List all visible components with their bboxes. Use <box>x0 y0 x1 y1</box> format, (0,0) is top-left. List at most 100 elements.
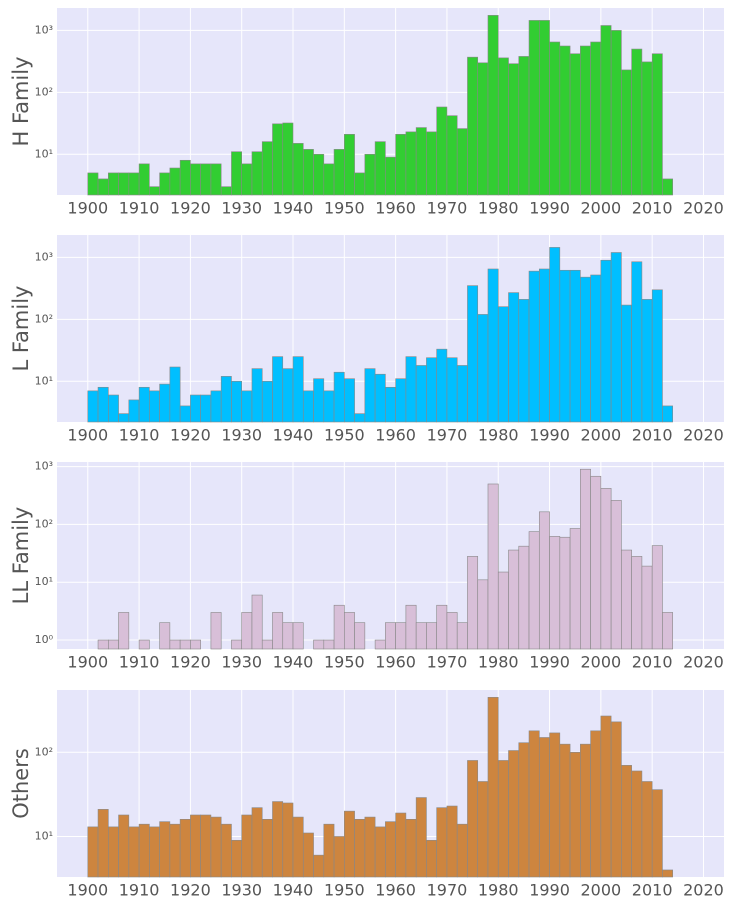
bar <box>179 818 191 878</box>
bar <box>251 151 263 196</box>
bar <box>323 163 335 196</box>
bar <box>159 383 171 423</box>
bar <box>302 390 314 423</box>
x-tick-label: 1990 <box>529 199 570 218</box>
bar <box>333 604 345 650</box>
x-tick-label: 1970 <box>427 199 468 218</box>
bar <box>477 579 489 650</box>
bar <box>538 20 550 196</box>
bar <box>415 797 427 878</box>
bar <box>344 134 355 196</box>
x-tick-label: 2010 <box>632 653 673 672</box>
bar <box>292 356 304 423</box>
bar <box>190 163 201 196</box>
bar <box>600 25 612 196</box>
bar <box>344 810 355 878</box>
bar <box>518 742 530 878</box>
bar <box>190 814 201 878</box>
bar <box>405 356 417 423</box>
bar <box>385 156 396 196</box>
bar <box>159 622 171 650</box>
bar <box>436 604 448 650</box>
bar <box>600 715 612 878</box>
x-tick-label: 1960 <box>375 426 416 445</box>
x-tick-label: 1930 <box>221 881 262 900</box>
bar <box>138 639 150 650</box>
bar <box>169 823 181 878</box>
bar <box>580 45 591 196</box>
bar <box>487 697 499 878</box>
bar <box>600 488 612 650</box>
bar <box>405 131 417 196</box>
bar <box>590 41 602 196</box>
bar <box>241 814 253 878</box>
bar <box>641 61 653 196</box>
y-tick-label: 10¹ <box>35 829 53 842</box>
bar <box>385 622 396 650</box>
bar <box>97 809 109 878</box>
bar <box>580 743 591 878</box>
bar <box>385 821 396 878</box>
bar <box>210 390 222 423</box>
bar <box>374 373 386 423</box>
bar <box>272 123 284 196</box>
x-tick-label: 1920 <box>170 199 211 218</box>
bar <box>415 365 427 423</box>
bar <box>354 818 366 878</box>
y-axis-label: L Family <box>9 286 33 372</box>
x-tick-label: 1970 <box>427 426 468 445</box>
bar <box>108 639 119 650</box>
bar <box>282 622 294 650</box>
bar <box>261 380 273 423</box>
bar <box>518 545 530 650</box>
y-tick-label: 10³ <box>35 250 53 263</box>
bar <box>508 549 520 650</box>
bar <box>302 149 314 196</box>
x-tick-label: 2010 <box>632 199 673 218</box>
bar <box>97 639 109 650</box>
bar <box>580 276 591 423</box>
bar <box>610 252 622 423</box>
bar <box>179 639 191 650</box>
bar <box>467 285 479 423</box>
bar <box>426 131 437 196</box>
bar <box>333 371 345 423</box>
bar <box>302 832 314 878</box>
x-tick-label: 1950 <box>324 426 365 445</box>
bar <box>313 639 325 650</box>
bar <box>241 612 253 650</box>
bar <box>261 141 273 196</box>
y-tick-label: 10⁰ <box>35 633 54 646</box>
bar <box>662 178 673 196</box>
bar <box>538 511 550 650</box>
bar <box>282 122 294 196</box>
x-tick-label: 1990 <box>529 653 570 672</box>
bar <box>641 299 653 423</box>
bar <box>467 56 479 196</box>
bar <box>446 612 458 650</box>
x-tick-label: 2020 <box>683 653 724 672</box>
bar <box>497 57 509 196</box>
bar <box>600 259 612 423</box>
x-tick-label: 1950 <box>324 881 365 900</box>
bar <box>518 299 530 423</box>
x-tick-label: 1920 <box>170 881 211 900</box>
bar <box>467 760 479 878</box>
bar <box>456 622 468 650</box>
x-tick-label: 2010 <box>632 881 673 900</box>
bar <box>487 268 499 423</box>
bar <box>118 814 130 878</box>
bar <box>128 172 140 196</box>
bar <box>477 781 489 878</box>
bar <box>559 45 571 196</box>
bar <box>354 413 366 423</box>
bar <box>426 357 437 423</box>
bar <box>426 622 437 650</box>
bar <box>456 365 468 423</box>
bar <box>272 612 284 650</box>
bar <box>344 612 355 650</box>
bar <box>169 639 181 650</box>
x-tick-label: 2000 <box>581 881 622 900</box>
bar <box>128 399 140 423</box>
